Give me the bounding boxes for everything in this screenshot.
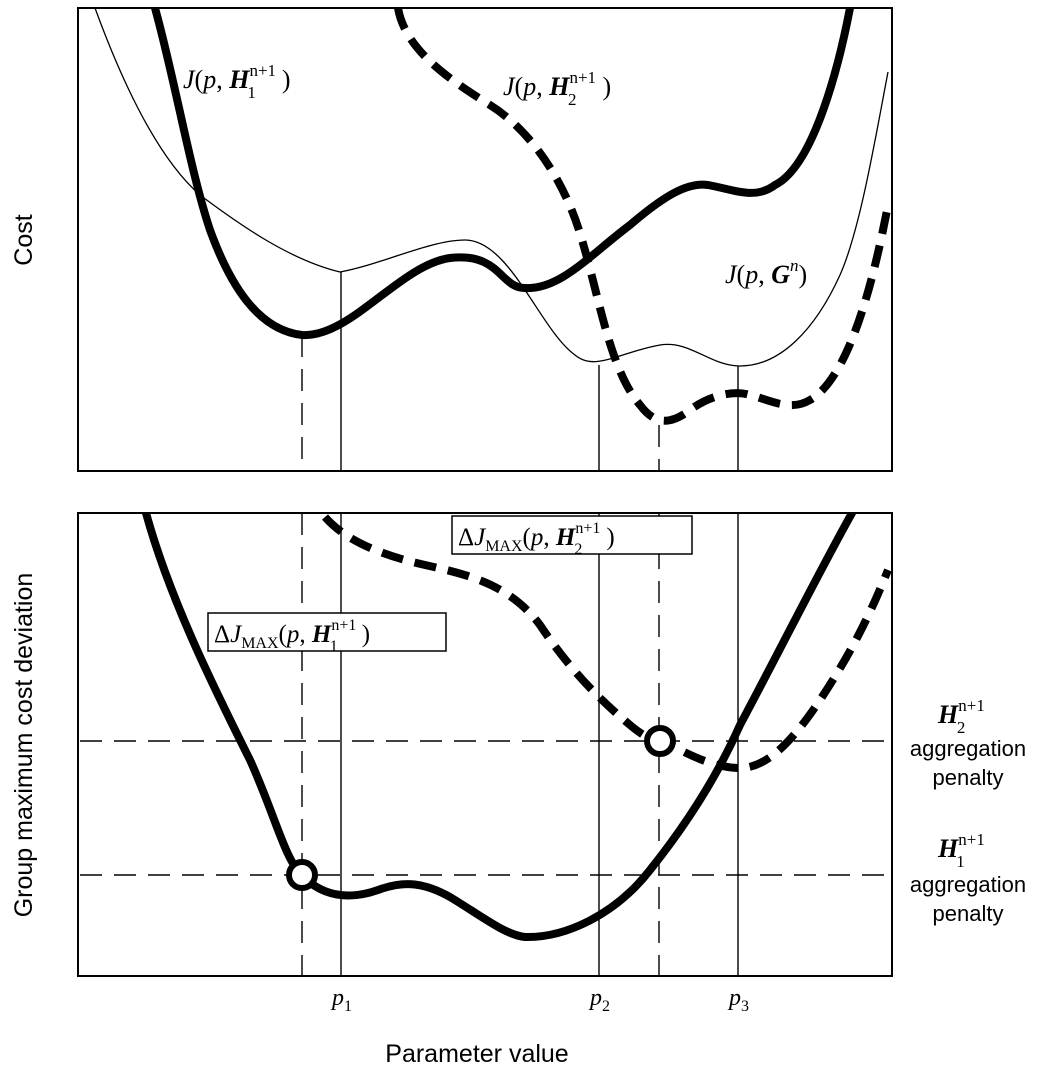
svg-text:aggregation: aggregation: [910, 736, 1026, 761]
curve-j-h2: [394, 8, 892, 425]
svg-text:ΔJMAX(p, Hn+12): ΔJMAX(p, Hn+1 2): [458, 520, 615, 558]
curve-dj-h2: [321, 514, 892, 772]
curve-j-h1: [151, 8, 854, 340]
svg-text:Hn+12: Hn+1 2: [937, 696, 985, 737]
top-ylabel: Cost: [10, 214, 38, 265]
marker-h1-penalty: [286, 859, 318, 891]
label-dj-h1: ΔJMAX(p, Hn+1 1): [207, 612, 447, 655]
marker-h2-penalty: [644, 725, 676, 757]
svg-text:ΔJMAX(p, Hn+11): ΔJMAX(p, Hn+1 1): [214, 617, 370, 655]
svg-text:aggregation: aggregation: [910, 872, 1026, 897]
bottom-panel-frame: [77, 512, 893, 977]
bottom-panel: ΔJMAX(p, Hn+1 2) ΔJMAX(p, Hn+1 1): [77, 512, 893, 977]
tick-p3: p3: [727, 985, 749, 1015]
tick-p2: p2: [588, 985, 610, 1015]
penalty-label-h2: Hn+1 2 aggregation penalty: [910, 696, 1026, 790]
tick-p1: p1: [330, 985, 352, 1015]
label-j-h1: J(p, Hn+1 1): [183, 61, 291, 102]
curve-j-g: [94, 8, 889, 367]
penalty-label-h1: Hn+1 1 aggregation penalty: [910, 830, 1026, 926]
label-j-g: J(p, Gn): [725, 256, 807, 289]
top-panel: J(p, Hn+1 1) J(p, Hn+1 2) J(p, Gn): [77, 7, 893, 472]
svg-text:penalty: penalty: [933, 901, 1004, 926]
xlabel: Parameter value: [385, 1040, 568, 1068]
bottom-ylabel: Group maximum cost deviation: [10, 573, 38, 918]
label-dj-h2: ΔJMAX(p, Hn+1 2): [451, 515, 693, 558]
label-j-h2: J(p, Hn+1 2): [503, 68, 611, 109]
svg-text:penalty: penalty: [933, 765, 1004, 790]
top-panel-frame: [77, 7, 893, 472]
curve-dj-h1: [142, 513, 856, 942]
svg-text:Hn+11: Hn+1 1: [937, 830, 984, 871]
